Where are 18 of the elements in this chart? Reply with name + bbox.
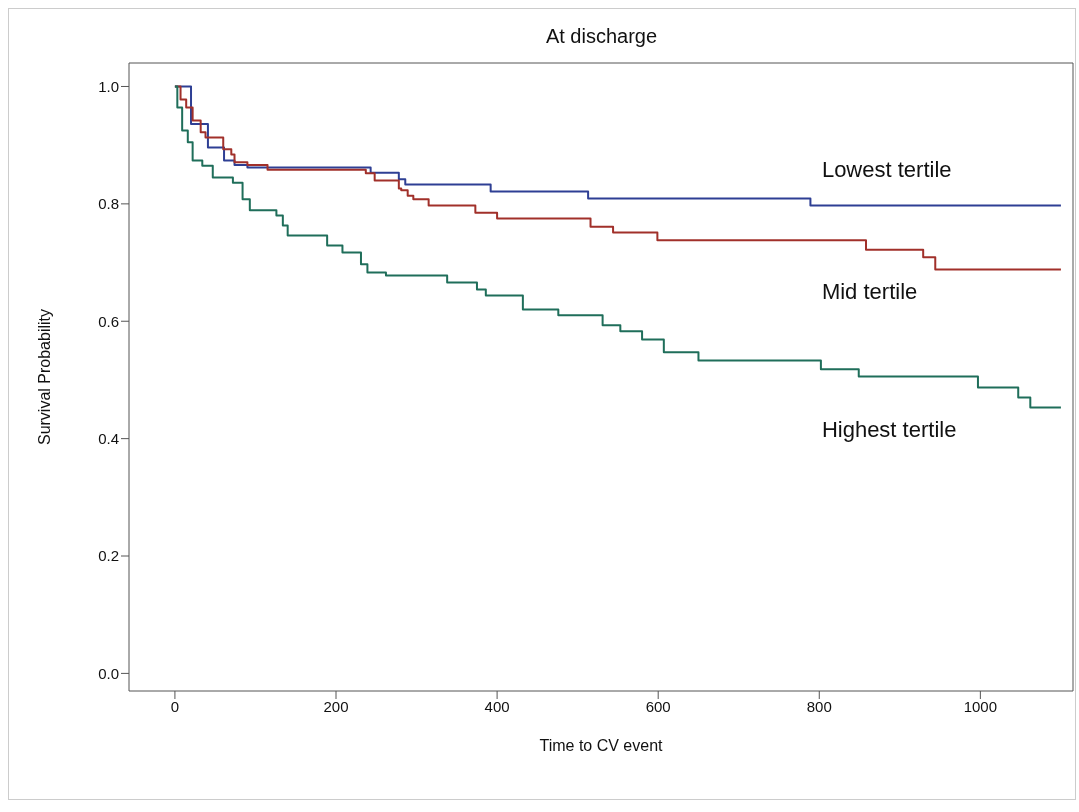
y-tick-label: 0.2 (98, 547, 119, 565)
x-axis-title: Time to CV event (539, 737, 664, 754)
y-tick-label: 0.4 (98, 429, 119, 447)
series-label: Lowest tertile (821, 156, 952, 183)
x-tick-label: 600 (645, 697, 671, 715)
x-tick-label: 200 (323, 697, 349, 715)
x-tick-label: 1000 (963, 697, 998, 715)
x-tick-label: 800 (806, 697, 832, 715)
series-label: Mid tertile (821, 278, 918, 305)
y-tick-label: 0.8 (98, 195, 119, 213)
y-tick-label: 1.0 (98, 77, 119, 95)
y-tick-label: 0.0 (98, 664, 119, 682)
y-tick-label: 0.6 (98, 312, 119, 330)
chart-title: At discharge (544, 25, 659, 48)
y-axis-title: Survival Probability (35, 308, 53, 446)
series-label: Highest tertile (821, 417, 957, 444)
x-tick-label: 0 (170, 697, 180, 715)
x-tick-label: 400 (484, 697, 510, 715)
